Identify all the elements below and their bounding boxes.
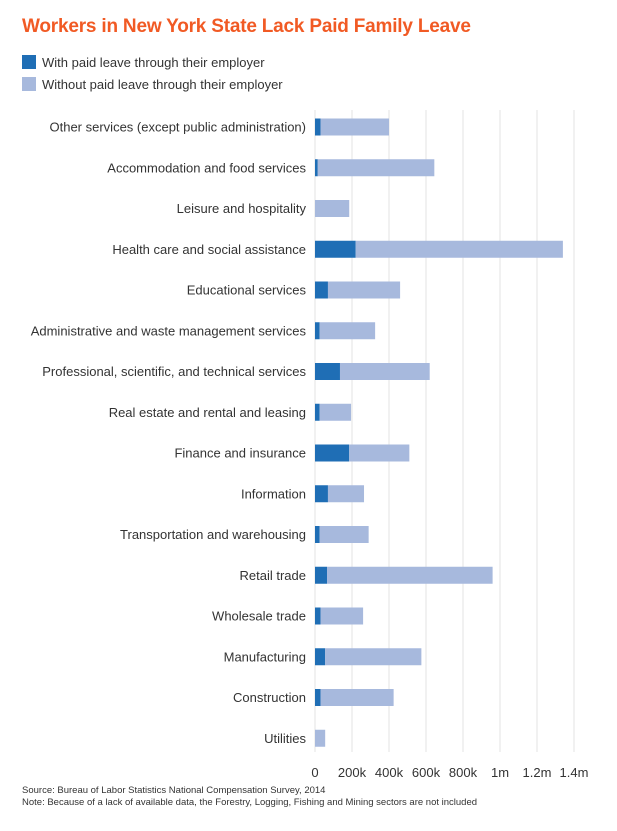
bar-without-paid [320, 118, 389, 136]
source-line: Source: Bureau of Labor Statistics Natio… [22, 785, 326, 796]
bar-without-paid [320, 607, 364, 625]
x-tick-label: 1m [491, 765, 509, 780]
bar-without-paid [319, 403, 352, 421]
legend-swatch-without-paid [22, 77, 36, 91]
category-label: Information [241, 486, 306, 501]
bar-with-paid [315, 403, 320, 421]
bar-with-paid [315, 281, 328, 299]
category-label: Retail trade [240, 568, 306, 583]
category-label: Accommodation and food services [107, 160, 306, 175]
bar-without-paid [327, 566, 493, 584]
legend-swatch-with-paid [22, 55, 36, 69]
bar-with-paid [315, 159, 318, 177]
category-label: Health care and social assistance [112, 242, 306, 257]
bar-with-paid [315, 485, 328, 503]
bar-with-paid [315, 118, 321, 136]
bar-with-paid [315, 322, 320, 340]
x-tick-label: 200k [338, 765, 367, 780]
x-tick-label: 1.2m [523, 765, 552, 780]
source-note: Source: Bureau of Labor Statistics Natio… [22, 785, 477, 809]
legend-item-with-paid: With paid leave through their employer [22, 52, 283, 72]
category-label: Professional, scientific, and technical … [42, 364, 306, 379]
bar-without-paid [317, 159, 435, 177]
legend: With paid leave through their employer W… [22, 52, 283, 96]
x-tick-label: 600k [412, 765, 441, 780]
category-label: Utilities [264, 731, 306, 746]
bar-with-paid [315, 240, 356, 258]
bar-without-paid [319, 526, 369, 543]
bar-without-paid [355, 240, 563, 258]
x-tick-label: 1.4m [560, 765, 589, 780]
bar-with-paid [315, 607, 321, 625]
bar-without-paid [327, 485, 365, 503]
x-tick-label: 800k [449, 765, 478, 780]
legend-label-with-paid: With paid leave through their employer [42, 54, 265, 70]
bar-with-paid [315, 526, 320, 543]
bar-without-paid [325, 648, 422, 666]
category-label: Other services (except public administra… [50, 120, 307, 135]
bar-without-paid [315, 200, 350, 217]
legend-label-without-paid: Without paid leave through their employe… [42, 76, 283, 92]
category-label: Transportation and warehousing [120, 527, 306, 542]
category-label: Educational services [187, 283, 307, 298]
bar-without-paid [320, 689, 394, 706]
chart-title: Workers in New York State Lack Paid Fami… [22, 16, 471, 37]
category-label: Construction [233, 690, 306, 705]
bar-without-paid [315, 729, 326, 747]
category-label: Real estate and rental and leasing [109, 405, 306, 420]
x-tick-label: 0 [311, 765, 318, 780]
bar-with-paid [315, 648, 326, 666]
legend-item-without-paid: Without paid leave through their employe… [22, 74, 283, 94]
category-label: Administrative and waste management serv… [31, 323, 307, 338]
bar-without-paid [349, 444, 410, 462]
category-label: Wholesale trade [212, 609, 306, 624]
bar-with-paid [315, 363, 340, 380]
note-line: Note: Because of a lack of available dat… [22, 797, 478, 808]
x-tick-label: 400k [375, 765, 404, 780]
category-label: Finance and insurance [174, 446, 306, 461]
bar-with-paid [315, 689, 321, 706]
bar-without-paid [339, 363, 430, 380]
bar-with-paid [315, 444, 350, 462]
bar-without-paid [327, 281, 401, 299]
category-label: Leisure and hospitality [177, 201, 307, 216]
bar-with-paid [315, 566, 328, 584]
category-label: Manufacturing [224, 649, 306, 664]
bar-without-paid [319, 322, 376, 340]
